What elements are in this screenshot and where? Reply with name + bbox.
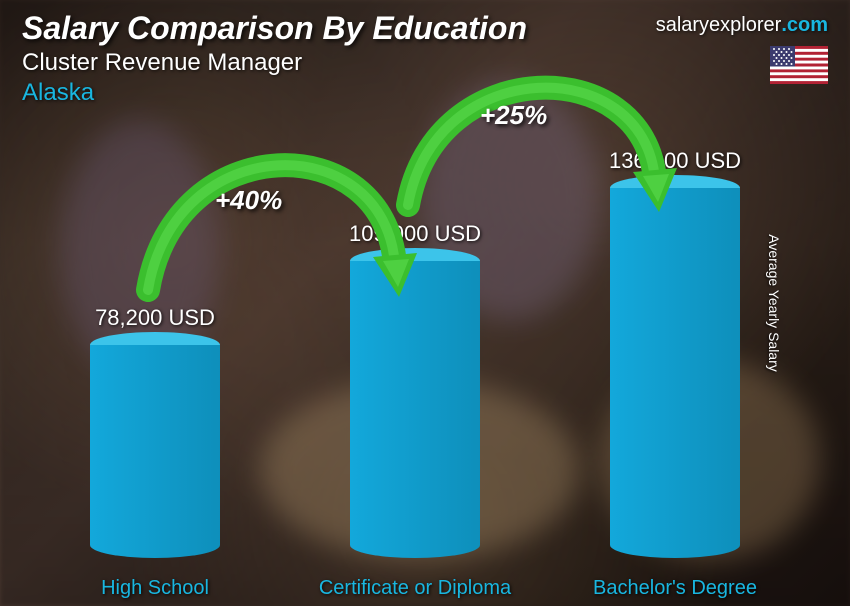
bar-body (610, 188, 740, 558)
brand-suffix: .com (781, 14, 828, 36)
percent-increase-label: +40% (215, 185, 282, 216)
arrow-svg (390, 45, 690, 225)
bar-body (90, 345, 220, 558)
category-label: Bachelor's Degree (565, 577, 785, 600)
brand-logo: salaryexplorer.com (656, 14, 828, 37)
brand-name: salaryexplorer (656, 14, 782, 36)
increase-arrow-1 (390, 45, 690, 225)
percent-increase-label: +25% (480, 100, 547, 131)
category-label: High School (45, 577, 265, 600)
category-label: Certificate or Diploma (305, 577, 525, 600)
page-title: Salary Comparison By Education (22, 10, 527, 47)
